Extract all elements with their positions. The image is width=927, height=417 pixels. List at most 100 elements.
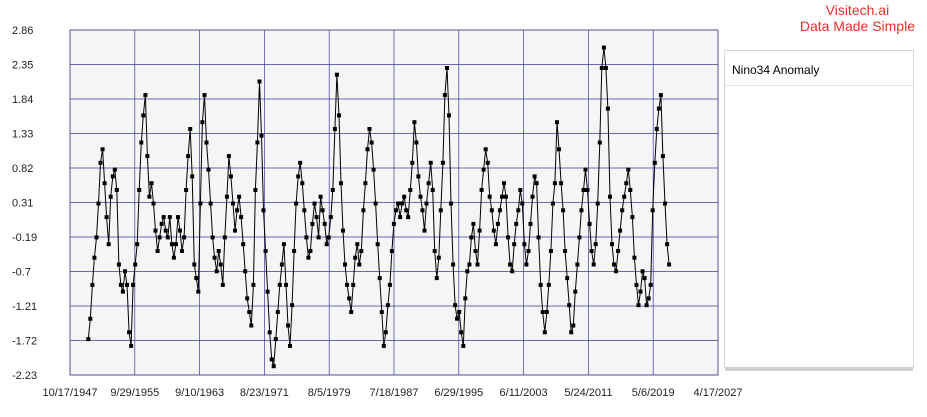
data-point [279, 262, 284, 267]
x-tick-label: 9/10/1963 [175, 387, 224, 399]
data-point [247, 310, 252, 314]
data-point [536, 235, 541, 240]
data-point [589, 249, 594, 253]
data-point [656, 106, 661, 111]
data-point [184, 188, 189, 192]
data-point [394, 208, 398, 213]
data-point [597, 140, 602, 145]
data-point [471, 221, 476, 226]
data-point [461, 343, 466, 348]
data-point [432, 249, 437, 253]
data-point [212, 255, 217, 260]
data-point [599, 66, 604, 70]
brand-name: Visitech.ai [825, 2, 890, 18]
data-point [253, 188, 258, 192]
data-point [290, 303, 295, 308]
y-tick-label: 1.84 [12, 94, 33, 106]
data-point [546, 282, 551, 287]
data-point [577, 235, 582, 240]
data-point [477, 228, 482, 233]
data-point [385, 303, 390, 308]
data-point [404, 208, 409, 213]
data-point [102, 181, 107, 186]
data-point [328, 215, 333, 220]
data-point [159, 221, 164, 226]
data-point [284, 282, 288, 287]
data-point [638, 289, 643, 294]
data-point [343, 262, 347, 267]
data-point [479, 188, 484, 192]
data-point [271, 364, 276, 369]
legend-scrollbar[interactable] [725, 367, 913, 371]
data-point [530, 194, 535, 199]
data-point [465, 269, 470, 274]
data-point [475, 262, 480, 267]
data-point [112, 167, 117, 172]
data-point [269, 357, 274, 362]
data-point [353, 255, 358, 260]
data-point [330, 188, 335, 192]
data-point [377, 276, 382, 281]
legend-entry-nino34[interactable]: Nino34 Anomaly [725, 59, 913, 86]
data-point [125, 282, 129, 287]
data-point [202, 93, 207, 98]
data-point [667, 262, 672, 267]
data-point [365, 147, 370, 152]
data-point [322, 221, 327, 226]
data-point [218, 262, 223, 267]
data-point [445, 66, 449, 70]
data-point [257, 79, 262, 84]
data-point [108, 194, 113, 199]
data-point [485, 160, 490, 165]
data-point [149, 181, 154, 186]
data-point [436, 255, 441, 260]
data-point [522, 242, 527, 247]
data-point [298, 160, 303, 165]
data-point [186, 154, 191, 159]
data-point [663, 201, 667, 206]
data-point [453, 303, 458, 308]
data-point [237, 194, 242, 199]
data-point [359, 249, 364, 253]
x-tick-label: 8/23/1971 [240, 387, 289, 399]
data-point [449, 201, 453, 206]
data-point [133, 262, 138, 267]
data-point [491, 228, 496, 233]
data-point [198, 201, 203, 206]
data-point [438, 208, 443, 213]
data-point [178, 228, 182, 233]
data-point [127, 330, 132, 335]
data-point [288, 343, 292, 348]
data-point [502, 181, 506, 186]
data-point [634, 282, 639, 287]
data-point [173, 242, 178, 247]
data-point [398, 215, 403, 220]
data-point [610, 242, 614, 247]
data-point [131, 282, 136, 287]
data-point [261, 208, 266, 213]
data-point [387, 282, 392, 287]
data-point [528, 221, 533, 226]
data-point [658, 93, 663, 98]
x-tick-label: 4/17/2027 [694, 387, 743, 399]
data-point [171, 255, 176, 260]
series-points-nino34 [86, 45, 672, 369]
data-point [520, 201, 525, 206]
data-point [259, 133, 264, 138]
data-point [143, 93, 148, 98]
data-point [216, 249, 221, 253]
data-point [194, 276, 199, 281]
data-point [626, 167, 631, 172]
data-point [155, 249, 160, 253]
data-point [106, 242, 111, 247]
data-point [516, 208, 521, 213]
data-point [314, 215, 319, 220]
data-point [573, 289, 578, 294]
data-point [440, 160, 445, 165]
data-point [308, 249, 313, 253]
data-point [116, 262, 121, 267]
x-tick-label: 9/29/1955 [110, 387, 159, 399]
series-line-nino34 [87, 47, 670, 367]
data-point [86, 337, 91, 342]
data-point [281, 242, 286, 247]
